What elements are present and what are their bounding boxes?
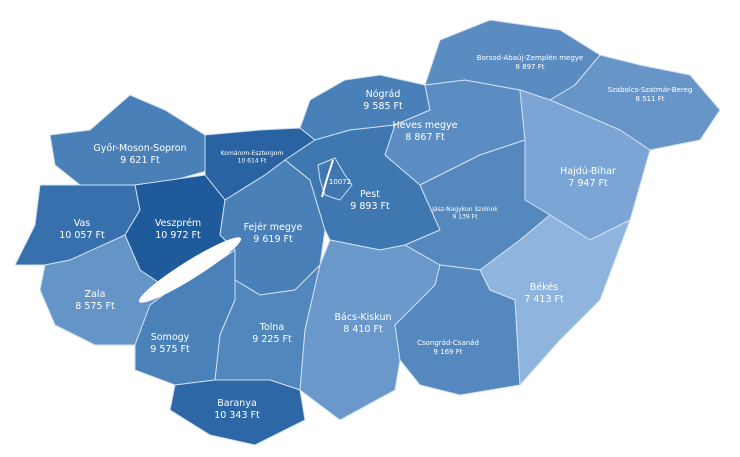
county-value-szabolcs: 8 511 Ft (635, 95, 664, 103)
budapest-region[interactable] (317, 157, 353, 201)
county-value-jasz: 9 139 Ft (453, 214, 479, 221)
county-name-zala: Zala (85, 289, 106, 300)
county-value-pest: 9 893 Ft (350, 201, 390, 212)
lake-balaton (138, 237, 242, 303)
county-name-somogy: Somogy (151, 332, 190, 343)
county-name-tolna: Tolna (259, 322, 284, 333)
county-value-nograd: 9 585 Ft (363, 101, 403, 112)
county-value-fejer: 9 619 Ft (253, 234, 293, 245)
county-value-tolna: 9 225 Ft (252, 334, 292, 345)
county-value-baranya: 10 343 Ft (214, 410, 260, 421)
county-name-bekes: Békés (530, 282, 558, 293)
danube-river-budapest (321, 159, 334, 198)
county-name-fejer: Fejér megye (244, 222, 303, 233)
county-name-komarom: Komárom-Esztergom (221, 150, 284, 157)
county-name-veszprem: Veszprém (155, 218, 201, 229)
county-name-jasz: Jász-Nagykun Szolnok (431, 206, 498, 213)
county-name-borsod: Borsod-Abaúj-Zemplén megye (477, 54, 583, 62)
county-name-gyor: Győr-Moson-Sopron (93, 143, 186, 154)
county-name-pest: Pest (360, 189, 380, 200)
county-value-veszprem: 10 972 Ft (155, 230, 201, 241)
county-name-heves: Heves megye (392, 120, 457, 131)
county-value-komarom: 10 614 Ft (238, 158, 267, 165)
county-name-csongrad: Csongrád-Csanád (417, 339, 479, 347)
county-value-somogy: 9 575 Ft (150, 344, 190, 355)
county-value-csongrad: 9 169 Ft (433, 348, 462, 356)
county-name-szabolcs: Szabolcs-Szatmár-Bereg (608, 86, 693, 94)
county-name-vas: Vas (74, 218, 91, 229)
county-gyor[interactable] (49, 94, 211, 186)
county-value-borsod: 8 897 Ft (515, 63, 544, 71)
county-bekes[interactable] (479, 214, 631, 386)
county-name-nograd: Nógrád (366, 89, 401, 100)
county-name-hajdu: Hajdú-Bihar (560, 166, 616, 177)
county-baranya[interactable] (169, 379, 306, 446)
county-value-heves: 8 867 Ft (405, 132, 445, 143)
county-value-gyor: 9 621 Ft (120, 155, 160, 166)
county-name-baranya: Baranya (217, 398, 257, 409)
county-value-bacs: 8 410 Ft (343, 324, 383, 335)
county-value-vas: 10 057 Ft (59, 230, 105, 241)
county-value-hajdu: 7 947 Ft (568, 178, 608, 189)
county-value-zala: 8 575 Ft (75, 301, 115, 312)
county-name-bacs: Bács-Kiskun (334, 312, 391, 323)
budapest-value: 10072 (329, 178, 351, 186)
county-value-bekes: 7 413 Ft (524, 294, 564, 305)
